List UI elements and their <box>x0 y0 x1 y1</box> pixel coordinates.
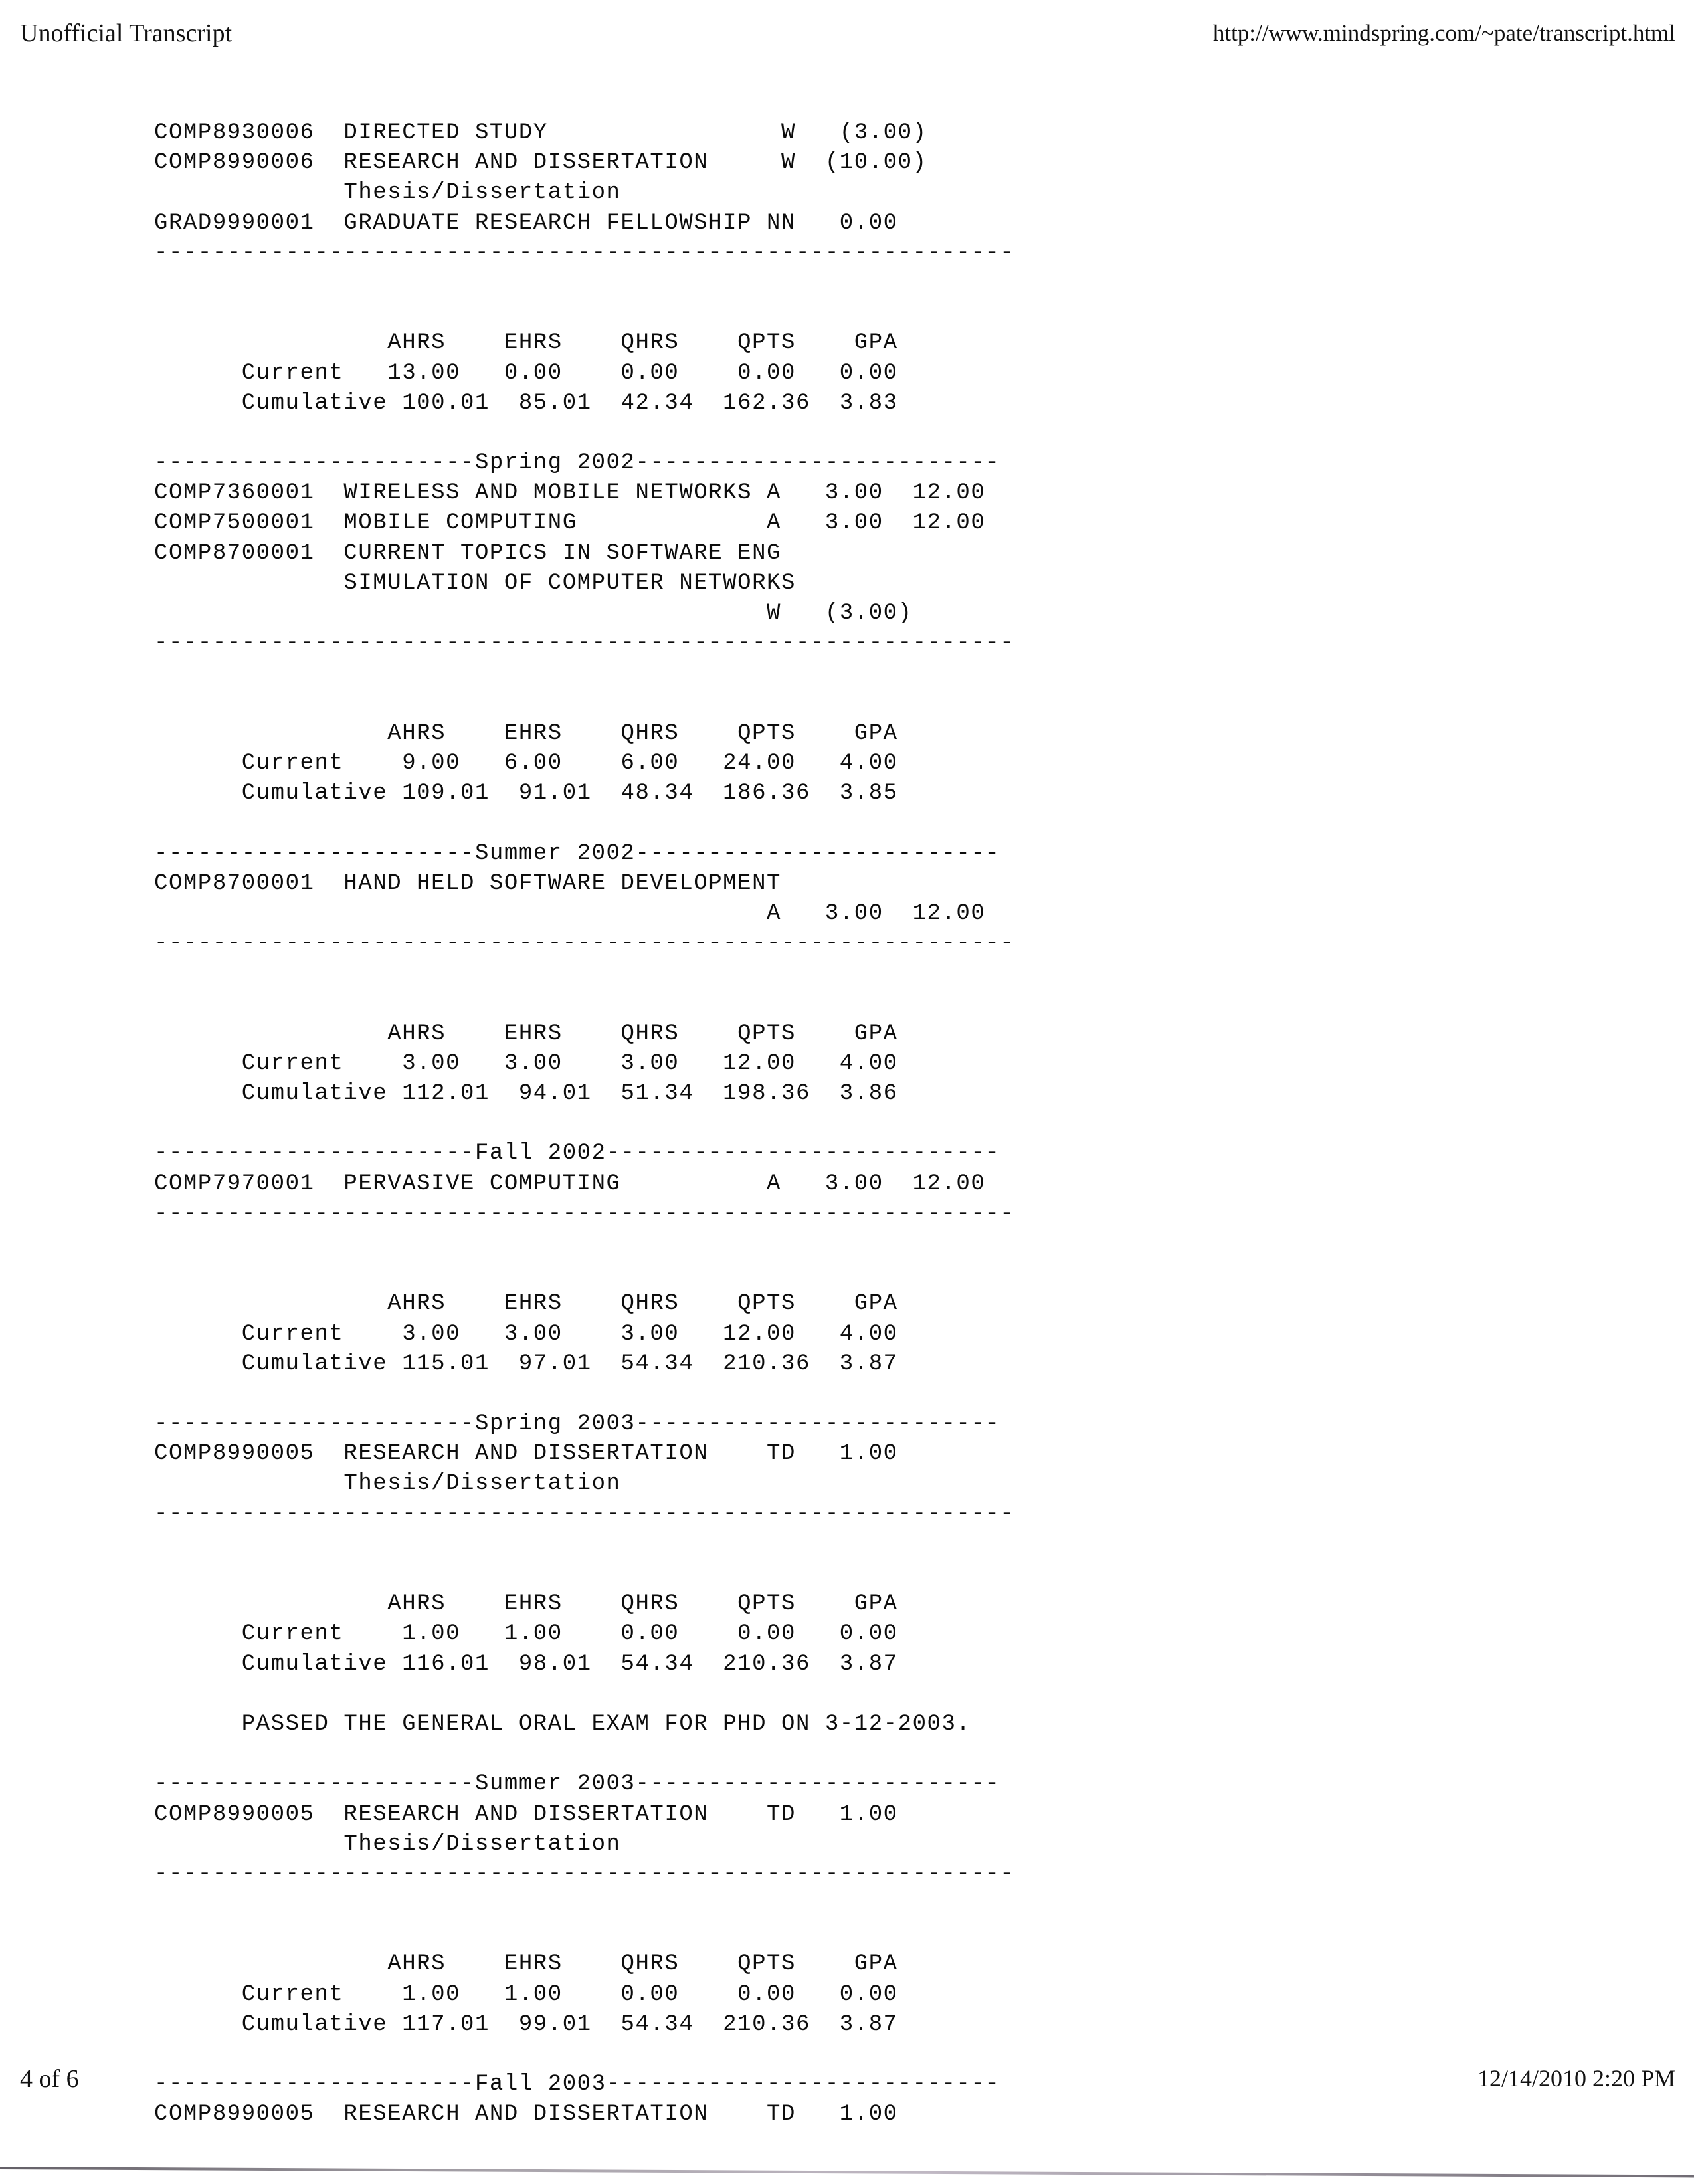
print-header: Unofficial Transcript http://www.mindspr… <box>0 19 1694 53</box>
transcript-line <box>154 1890 1350 1920</box>
transcript-line: COMP8990005 RESEARCH AND DISSERTATION TD… <box>154 2102 898 2128</box>
transcript-line: A 3.00 12.00 <box>154 900 986 926</box>
transcript-line: GRAD9990001 GRADUATE RESEARCH FELLOWSHIP… <box>154 210 898 236</box>
transcript-line <box>154 1109 1350 1139</box>
transcript-line: AHRS EHRS QHRS QPTS GPA <box>154 1291 898 1317</box>
transcript-line: Current 1.00 1.00 0.00 0.00 0.00 <box>154 1981 898 2007</box>
transcript-line <box>154 298 1350 328</box>
scan-edge-artifact <box>0 2167 1694 2178</box>
transcript-line: Cumulative 112.01 94.01 51.34 198.36 3.8… <box>154 1081 898 1106</box>
transcript-line: ----------------------------------------… <box>154 931 1015 957</box>
transcript-line: Cumulative 115.01 97.01 54.34 210.36 3.8… <box>154 1351 898 1377</box>
transcript-line <box>154 1920 1350 1949</box>
transcript-line: COMP8700001 CURRENT TOPICS IN SOFTWARE E… <box>154 540 781 566</box>
transcript-line: AHRS EHRS QHRS QPTS GPA <box>154 1021 898 1046</box>
transcript-line <box>154 1680 1350 1710</box>
transcript-line <box>154 268 1350 298</box>
header-source-url: http://www.mindspring.com/~pate/transcri… <box>1212 20 1675 46</box>
transcript-line <box>154 658 1350 688</box>
transcript-line: AHRS EHRS QHRS QPTS GPA <box>154 720 898 746</box>
transcript-line: AHRS EHRS QHRS QPTS GPA <box>154 1591 898 1617</box>
transcript-line: ----------------------------------------… <box>154 1501 1015 1527</box>
transcript-line <box>154 1229 1350 1259</box>
transcript-line: Cumulative 116.01 98.01 54.34 210.36 3.8… <box>154 1651 898 1677</box>
transcript-line: Thesis/Dissertation <box>154 180 621 206</box>
transcript-line: COMP8990006 RESEARCH AND DISSERTATION W … <box>154 150 927 176</box>
transcript-line: COMP7360001 WIRELESS AND MOBILE NETWORKS… <box>154 480 986 506</box>
transcript-line: COMP8700001 HAND HELD SOFTWARE DEVELOPME… <box>154 870 781 896</box>
transcript-line: Thesis/Dissertation <box>154 1831 621 1857</box>
transcript-line: ----------------------Spring 2002-------… <box>154 450 1000 476</box>
transcript-line: ----------------------Fall 2002---------… <box>154 1141 1000 1167</box>
transcript-line: COMP8930006 DIRECTED STUDY W (3.00) <box>154 120 927 146</box>
transcript-line: ----------------------Summer 2002-------… <box>154 841 1000 866</box>
transcript-line: Cumulative 117.01 99.01 54.34 210.36 3.8… <box>154 2011 898 2037</box>
transcript-line: COMP8990005 RESEARCH AND DISSERTATION TD… <box>154 1801 898 1827</box>
transcript-line <box>154 1530 1350 1559</box>
transcript-body: COMP8930006 DIRECTED STUDY W (3.00) COMP8… <box>154 118 1350 2130</box>
print-footer: 4 of 6 12/14/2010 2:20 PM <box>0 2064 1694 2099</box>
transcript-line <box>154 1379 1350 1409</box>
transcript-line <box>154 1739 1350 1769</box>
transcript-line: COMP8990005 RESEARCH AND DISSERTATION TD… <box>154 1441 898 1467</box>
transcript-line: AHRS EHRS QHRS QPTS GPA <box>154 1951 898 1977</box>
footer-print-timestamp: 12/14/2010 2:20 PM <box>1477 2065 1675 2092</box>
transcript-line: ----------------------------------------… <box>154 1201 1015 1227</box>
transcript-line: Thesis/Dissertation <box>154 1471 621 1497</box>
transcript-line <box>154 989 1350 1019</box>
transcript-line: Current 3.00 3.00 3.00 12.00 4.00 <box>154 1321 898 1347</box>
transcript-line <box>154 1559 1350 1589</box>
transcript-line: Current 13.00 0.00 0.00 0.00 0.00 <box>154 360 898 386</box>
transcript-line: ----------------------Fall 2003---------… <box>154 2072 1000 2098</box>
transcript-line: ----------------------Spring 2003-------… <box>154 1411 1000 1437</box>
transcript-line: SIMULATION OF COMPUTER NETWORKS <box>154 570 796 596</box>
transcript-line <box>154 419 1350 448</box>
transcript-line: Current 1.00 1.00 0.00 0.00 0.00 <box>154 1621 898 1647</box>
transcript-line: Cumulative 109.01 91.01 48.34 186.36 3.8… <box>154 781 898 807</box>
transcript-line: ----------------------------------------… <box>154 240 1015 266</box>
transcript-line: ----------------------Summer 2003-------… <box>154 1771 1000 1797</box>
transcript-line: ----------------------------------------… <box>154 1861 1015 1887</box>
transcript-line: PASSED THE GENERAL ORAL EXAM FOR PHD ON … <box>154 1711 971 1737</box>
header-document-title: Unofficial Transcript <box>20 19 233 47</box>
transcript-line: W (3.00) <box>154 601 913 626</box>
transcript-line <box>154 809 1350 839</box>
transcript-line <box>154 689 1350 719</box>
transcript-line <box>154 959 1350 989</box>
transcript-line: AHRS EHRS QHRS QPTS GPA <box>154 330 898 356</box>
transcript-line: Cumulative 100.01 85.01 42.34 162.36 3.8… <box>154 390 898 416</box>
transcript-line <box>154 1259 1350 1289</box>
transcript-line: Current 3.00 3.00 3.00 12.00 4.00 <box>154 1050 898 1076</box>
transcript-line: ----------------------------------------… <box>154 631 1015 656</box>
transcript-line: COMP7970001 PERVASIVE COMPUTING A 3.00 1… <box>154 1171 986 1197</box>
footer-page-number: 4 of 6 <box>20 2065 79 2093</box>
transcript-line: COMP7500001 MOBILE COMPUTING A 3.00 12.0… <box>154 510 986 536</box>
transcript-line: Current 9.00 6.00 6.00 24.00 4.00 <box>154 750 898 776</box>
